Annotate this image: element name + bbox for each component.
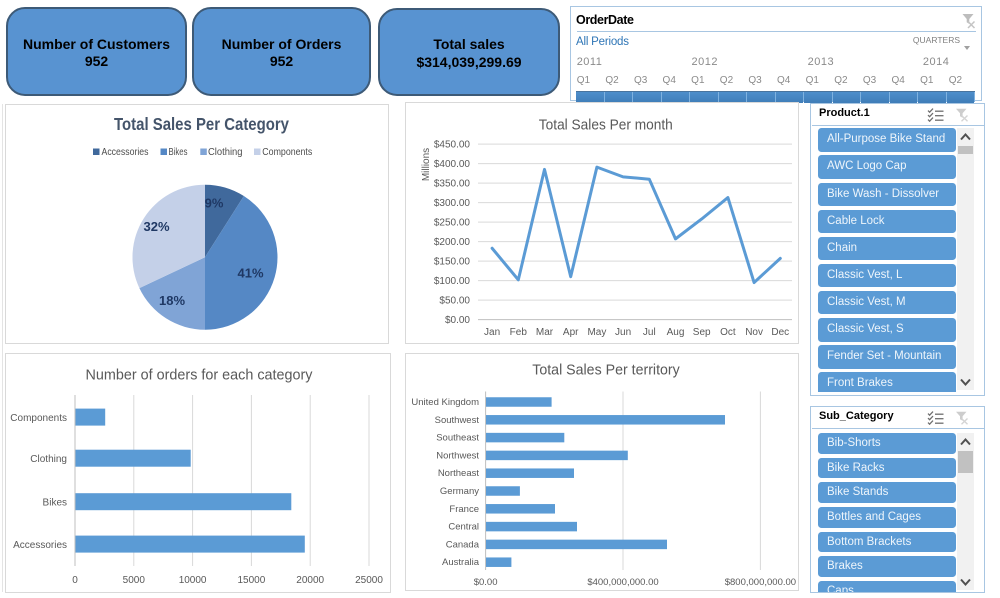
svg-text:$100.00: $100.00: [434, 276, 471, 287]
svg-text:Oct: Oct: [720, 327, 736, 338]
svg-text:Northeast: Northeast: [438, 468, 480, 479]
svg-text:15000: 15000: [237, 575, 265, 586]
svg-text:$800,000,000.00: $800,000,000.00: [725, 577, 796, 588]
svg-text:Total Sales Per Category: Total Sales Per Category: [114, 114, 289, 134]
svg-text:$350.00: $350.00: [434, 179, 471, 190]
svg-text:Feb: Feb: [510, 327, 528, 338]
svg-text:$450.00: $450.00: [434, 140, 471, 151]
svg-text:$400.00: $400.00: [434, 159, 471, 170]
svg-text:Clothing: Clothing: [30, 454, 67, 465]
svg-text:Components: Components: [10, 413, 67, 424]
svg-text:Dec: Dec: [771, 327, 789, 338]
svg-text:Apr: Apr: [563, 327, 579, 338]
svg-text:Germany: Germany: [440, 486, 479, 497]
svg-text:Bikes: Bikes: [43, 498, 67, 509]
svg-text:Bikes: Bikes: [169, 147, 188, 158]
svg-text:$0.00: $0.00: [474, 577, 498, 588]
svg-text:$0.00: $0.00: [445, 315, 470, 326]
svg-text:$400,000,000.00: $400,000,000.00: [587, 577, 658, 588]
svg-text:Clothing: Clothing: [208, 147, 243, 158]
svg-text:Central: Central: [448, 522, 479, 533]
svg-text:Total Sales Per territory: Total Sales Per territory: [532, 363, 680, 379]
svg-text:25000: 25000: [355, 575, 383, 586]
svg-text:10000: 10000: [179, 575, 207, 586]
svg-text:Canada: Canada: [446, 539, 480, 550]
svg-text:$150.00: $150.00: [434, 257, 471, 268]
svg-text:9%: 9%: [205, 196, 224, 211]
svg-text:Australia: Australia: [442, 557, 480, 568]
svg-text:Jun: Jun: [615, 327, 631, 338]
svg-text:0: 0: [72, 575, 78, 586]
svg-text:Number of orders for each cate: Number of orders for each category: [86, 367, 314, 383]
svg-text:Nov: Nov: [745, 327, 763, 338]
svg-text:France: France: [449, 504, 479, 515]
svg-text:Accessories: Accessories: [13, 540, 67, 551]
svg-text:5000: 5000: [123, 575, 146, 586]
svg-text:$300.00: $300.00: [434, 198, 471, 209]
svg-text:$50.00: $50.00: [439, 296, 470, 307]
svg-text:41%: 41%: [237, 266, 263, 281]
svg-text:Accessories: Accessories: [102, 147, 149, 158]
svg-text:Mar: Mar: [536, 327, 554, 338]
svg-text:$200.00: $200.00: [434, 237, 471, 248]
svg-text:Jul: Jul: [643, 327, 656, 338]
svg-text:United Kingdom: United Kingdom: [411, 397, 479, 408]
svg-text:May: May: [587, 327, 606, 338]
svg-text:Sep: Sep: [693, 327, 711, 338]
svg-text:Jan: Jan: [484, 327, 500, 338]
svg-text:Aug: Aug: [667, 327, 685, 338]
svg-text:Total Sales Per month: Total Sales Per month: [539, 117, 673, 134]
svg-text:32%: 32%: [143, 219, 169, 234]
svg-text:18%: 18%: [159, 293, 185, 308]
svg-text:Millions: Millions: [421, 148, 432, 181]
svg-text:Southeast: Southeast: [436, 433, 479, 444]
svg-text:20000: 20000: [296, 575, 324, 586]
svg-text:Northwest: Northwest: [436, 450, 479, 461]
svg-text:Components: Components: [262, 147, 312, 158]
svg-text:$250.00: $250.00: [434, 218, 471, 229]
svg-text:Southwest: Southwest: [435, 415, 480, 426]
